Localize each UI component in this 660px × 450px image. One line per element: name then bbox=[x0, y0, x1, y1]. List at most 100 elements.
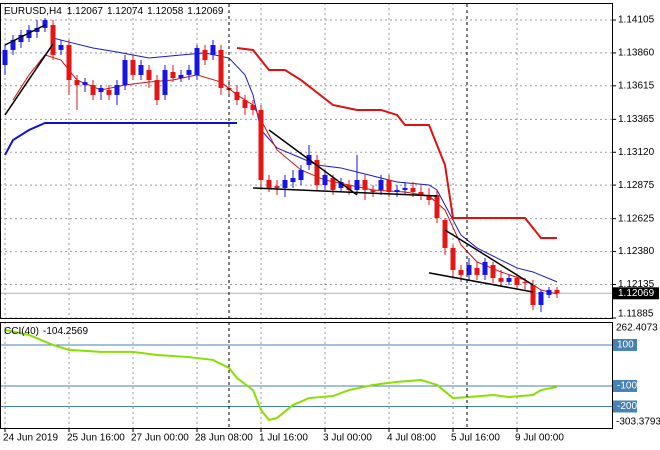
candle-body bbox=[346, 184, 352, 190]
trendline bbox=[4, 43, 54, 116]
plot-layer bbox=[0, 3, 616, 432]
cci-frame bbox=[0, 322, 613, 429]
candle-body bbox=[146, 69, 152, 81]
trendline bbox=[4, 24, 46, 46]
cci-level-tag bbox=[613, 338, 637, 351]
indicator-line bbox=[12, 54, 558, 295]
candle-body bbox=[42, 20, 48, 28]
cci-name: CCI(40) bbox=[4, 326, 39, 337]
header-open: 1.12067 bbox=[67, 6, 104, 17]
x-tick-label: 9 Jul 00:00 bbox=[515, 433, 564, 444]
candle-body bbox=[130, 60, 136, 75]
candle-body bbox=[354, 180, 360, 190]
candle-body bbox=[530, 284, 536, 305]
candle-body bbox=[114, 85, 120, 95]
candle-body bbox=[474, 267, 480, 275]
candle-body bbox=[330, 178, 336, 190]
candle-body bbox=[410, 187, 416, 192]
indicator-line bbox=[236, 46, 557, 240]
candle-body bbox=[506, 278, 512, 282]
x-tick-label: 25 Jun 16:00 bbox=[67, 433, 125, 444]
y-tick-label: 1.12625 bbox=[618, 213, 655, 224]
y-tick-label: 1.13120 bbox=[618, 147, 655, 158]
candle-body bbox=[10, 40, 16, 50]
trendline bbox=[252, 187, 438, 197]
price-tag bbox=[613, 287, 659, 300]
y-tick-label: 1.13860 bbox=[618, 48, 655, 59]
candle-body bbox=[490, 264, 496, 279]
x-tick-label: 5 Jul 16:00 bbox=[451, 433, 500, 444]
candle-body bbox=[498, 278, 504, 282]
candle-body bbox=[58, 45, 64, 50]
candle-body bbox=[106, 89, 112, 95]
cci-level-tag bbox=[613, 400, 637, 413]
candle-body bbox=[154, 80, 160, 101]
x-tick-label: 4 Jul 08:00 bbox=[387, 433, 436, 444]
y-tick-label: 1.12380 bbox=[618, 246, 655, 257]
candle-body bbox=[378, 180, 384, 190]
candle-body bbox=[138, 65, 144, 75]
candle-body bbox=[298, 169, 304, 181]
symbol: EURUSD,H4 bbox=[4, 6, 62, 17]
y-tick-label: 1.14105 bbox=[618, 15, 655, 26]
x-tick-label: 24 Jun 2019 bbox=[3, 433, 58, 444]
trendline bbox=[444, 229, 534, 286]
cci-min-label: -303.3793 bbox=[616, 417, 660, 428]
candle-body bbox=[418, 191, 424, 195]
cci-header: CCI(40) -104.2569 bbox=[4, 326, 88, 337]
header-high: 1.12074 bbox=[107, 6, 144, 17]
candle-body bbox=[482, 261, 488, 275]
candle-body bbox=[538, 291, 544, 305]
y-tick-label: 1.13615 bbox=[618, 80, 655, 91]
candle-body bbox=[122, 60, 128, 86]
candle-body bbox=[186, 69, 192, 75]
candle-body bbox=[314, 160, 320, 185]
candle-body bbox=[82, 82, 88, 86]
candle-body bbox=[338, 182, 344, 188]
cci-tick-label: 100 bbox=[617, 340, 634, 351]
y-tick-label: 1.12875 bbox=[618, 180, 655, 191]
indicator-line bbox=[4, 121, 237, 156]
header-low: 1.12058 bbox=[147, 6, 184, 17]
candle-body bbox=[466, 264, 472, 275]
candle-body bbox=[442, 220, 448, 248]
candle-body bbox=[258, 109, 264, 181]
candle-body bbox=[74, 80, 80, 86]
candle-body bbox=[170, 71, 176, 79]
cci-line bbox=[4, 329, 558, 422]
candle-body bbox=[370, 189, 376, 192]
price-tag-label: 1.12069 bbox=[618, 288, 655, 299]
candle-body bbox=[402, 187, 408, 190]
candle-body bbox=[202, 49, 208, 61]
y-tick-label: 1.12135 bbox=[618, 279, 655, 290]
candle-body bbox=[394, 189, 400, 192]
candle-body bbox=[242, 100, 248, 108]
x-tick-label: 1 Jul 16:00 bbox=[259, 433, 308, 444]
x-tick-label: 28 Jun 08:00 bbox=[195, 433, 253, 444]
cci-tick-label: -200 bbox=[617, 401, 637, 412]
candle-body bbox=[218, 49, 224, 88]
candle-body bbox=[554, 289, 560, 294]
cci-level-tag bbox=[613, 379, 637, 392]
chart-header: EURUSD,H4 1.12067 1.12074 1.12058 1.12069 bbox=[4, 6, 224, 17]
candle-body bbox=[210, 45, 216, 55]
candle-body bbox=[450, 247, 456, 270]
candle-body bbox=[522, 281, 528, 283]
header-close: 1.12069 bbox=[187, 6, 224, 17]
candle-body bbox=[250, 105, 256, 110]
candle-body bbox=[178, 74, 184, 79]
candle-body bbox=[290, 178, 296, 183]
main-frame bbox=[0, 3, 613, 319]
cci-current: -104.2569 bbox=[43, 326, 88, 337]
candle-body bbox=[194, 47, 200, 75]
candle-body bbox=[266, 180, 272, 188]
candle-body bbox=[50, 25, 56, 55]
candle-body bbox=[546, 289, 552, 295]
candle-body bbox=[234, 91, 240, 101]
candle-body bbox=[90, 85, 96, 95]
y-tick-label: 1.13365 bbox=[618, 114, 655, 125]
candle-body bbox=[282, 180, 288, 188]
candle-body bbox=[386, 180, 392, 192]
